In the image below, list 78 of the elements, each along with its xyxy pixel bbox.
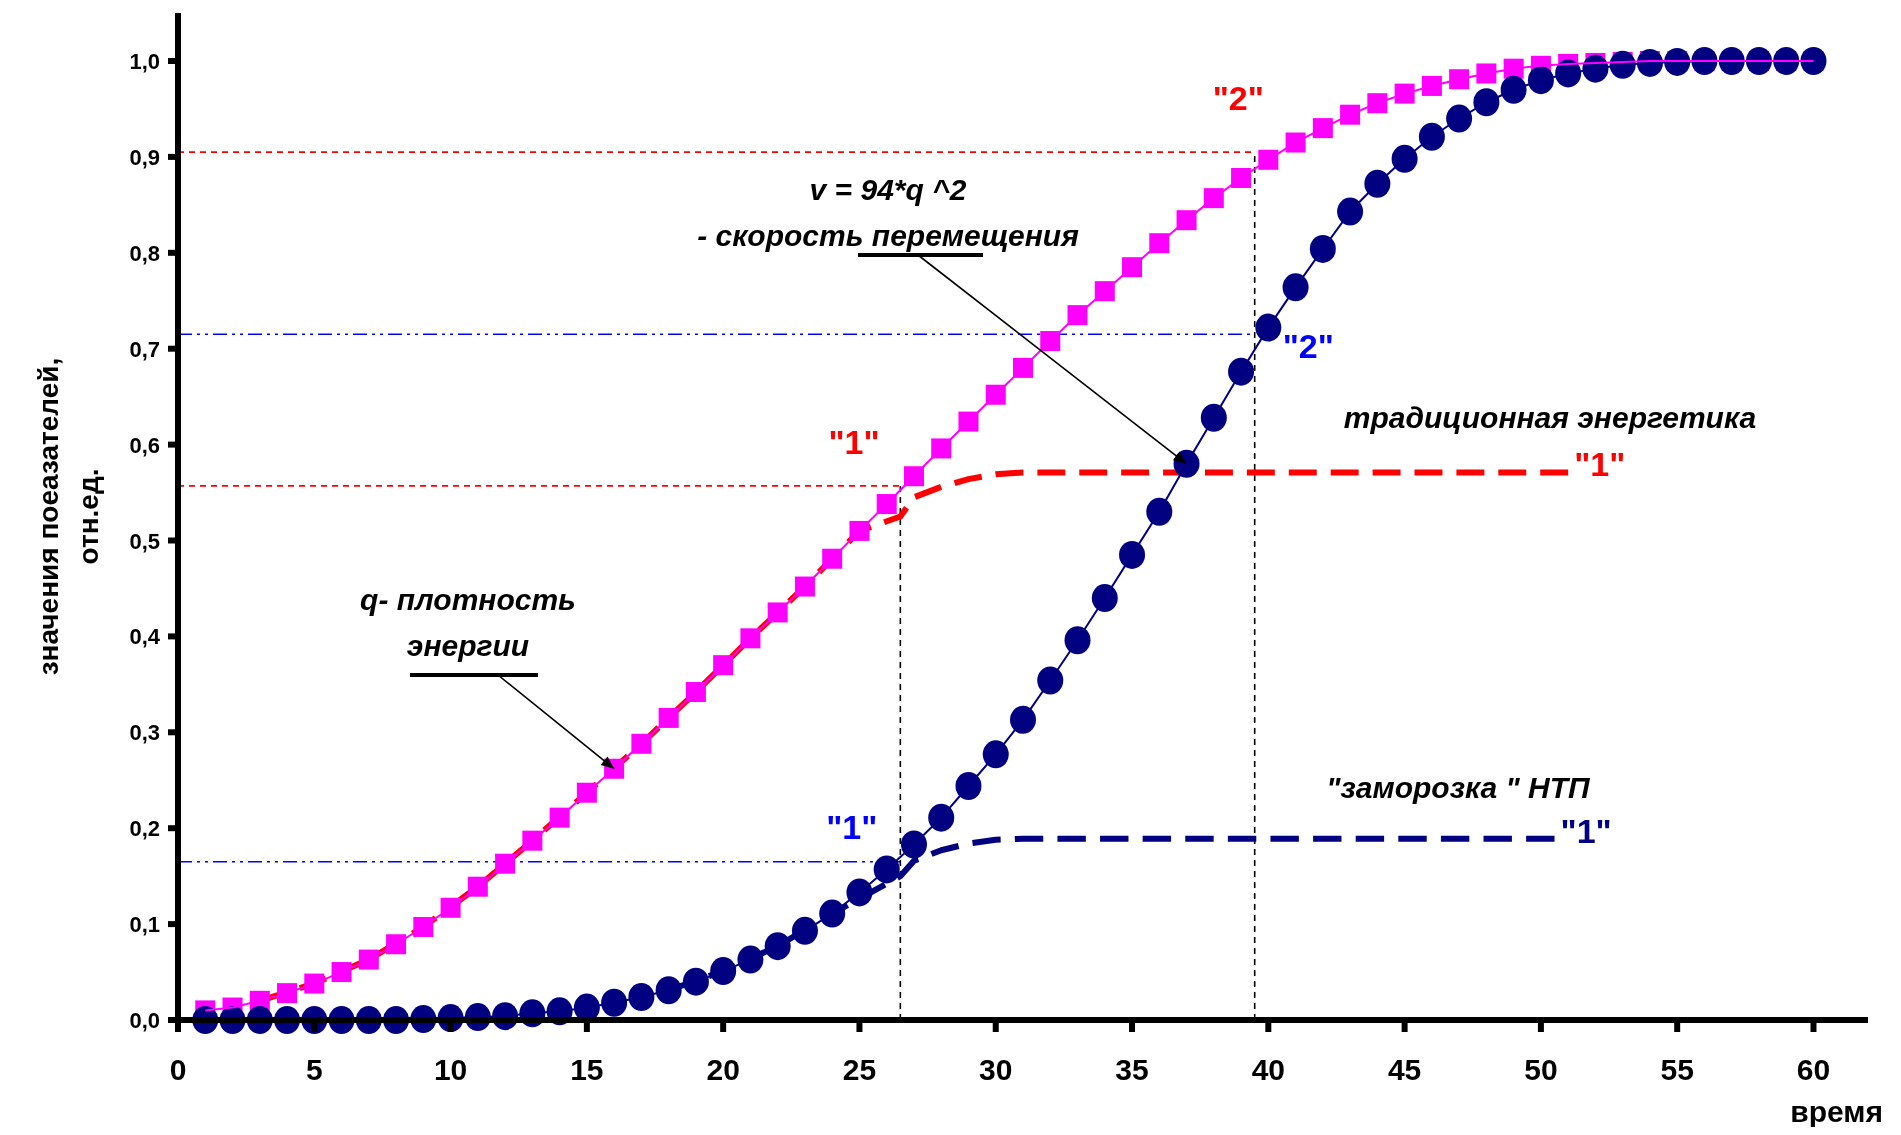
x-tick-label: 35 bbox=[1115, 1053, 1149, 1086]
point bbox=[1146, 497, 1173, 526]
x-tick-label: 55 bbox=[1660, 1053, 1694, 1086]
point bbox=[1228, 357, 1255, 386]
x-tick-label: 45 bbox=[1387, 1053, 1422, 1086]
x-tick-label: 0 bbox=[169, 1053, 187, 1086]
point bbox=[1476, 63, 1497, 84]
annotation: "2" bbox=[1212, 78, 1264, 117]
annotation: q- плотность энергии bbox=[360, 583, 576, 662]
point bbox=[1664, 47, 1691, 76]
point bbox=[1500, 75, 1527, 104]
y-tick-label: 0,1 bbox=[129, 912, 160, 938]
y-tick-label: 0,3 bbox=[129, 720, 160, 746]
point bbox=[1800, 47, 1827, 75]
point bbox=[682, 967, 709, 996]
point bbox=[1718, 47, 1745, 75]
x-tick-label: 25 bbox=[842, 1053, 877, 1086]
x-tick-label: 5 bbox=[305, 1053, 323, 1086]
y-tick-label: 0,0 bbox=[129, 1008, 160, 1033]
y-tick-label: 0,2 bbox=[129, 816, 160, 842]
point bbox=[1091, 584, 1118, 613]
point bbox=[655, 976, 682, 1005]
point bbox=[628, 982, 655, 1011]
x-tick-label: 30 bbox=[979, 1053, 1013, 1086]
annotation: "заморозка " НТП bbox=[1326, 771, 1592, 804]
x-tick-label: 60 bbox=[1796, 1053, 1831, 1086]
point bbox=[764, 932, 791, 961]
annotation: "1" bbox=[826, 808, 878, 847]
point bbox=[928, 803, 955, 832]
point bbox=[982, 740, 1009, 769]
point bbox=[900, 830, 927, 859]
y-tick-label: 0,7 bbox=[129, 336, 160, 362]
point bbox=[1337, 197, 1364, 226]
y-tick-label: 1,0 bbox=[129, 49, 160, 74]
point bbox=[1394, 83, 1415, 104]
point bbox=[1527, 66, 1554, 95]
x-tick-label: 20 bbox=[706, 1053, 740, 1086]
y-tick-label: 0,4 bbox=[129, 624, 161, 650]
point bbox=[1367, 93, 1388, 114]
point bbox=[1200, 403, 1227, 432]
point bbox=[1255, 313, 1282, 342]
point bbox=[1421, 75, 1442, 96]
point bbox=[1745, 47, 1772, 75]
point bbox=[819, 899, 846, 928]
point bbox=[277, 983, 298, 1004]
x-tick-label: 50 bbox=[1524, 1053, 1558, 1086]
point bbox=[1364, 169, 1391, 198]
point bbox=[873, 855, 900, 884]
annotation: "1" bbox=[828, 423, 880, 462]
x-tick-label: 15 bbox=[570, 1053, 604, 1086]
x-tick-label: 10 bbox=[433, 1053, 468, 1086]
point bbox=[955, 772, 982, 800]
annotation: "2" bbox=[1282, 326, 1334, 365]
y-tick-label: 0,9 bbox=[129, 144, 160, 170]
point bbox=[1446, 104, 1473, 133]
point bbox=[1010, 705, 1036, 734]
point bbox=[601, 988, 628, 1017]
point bbox=[1418, 122, 1445, 151]
annotation: v = 94*q ^2 - скорость перемещения bbox=[697, 173, 1080, 252]
point bbox=[1691, 47, 1718, 75]
point bbox=[1473, 88, 1500, 117]
y-tick-label: 0,8 bbox=[129, 240, 160, 266]
point bbox=[1309, 234, 1336, 263]
point bbox=[1119, 540, 1146, 569]
y-tick-label: 0,5 bbox=[129, 528, 160, 554]
point bbox=[710, 957, 737, 986]
point bbox=[1064, 626, 1091, 655]
point bbox=[791, 916, 818, 945]
y-tick-label: 0,6 bbox=[129, 432, 160, 458]
x-tick-label: 40 bbox=[1251, 1053, 1286, 1086]
point bbox=[1773, 47, 1800, 75]
series-label: "1" bbox=[1560, 811, 1612, 850]
point bbox=[1391, 144, 1418, 173]
annotation: традиционная энергетика bbox=[1343, 401, 1757, 434]
point bbox=[1449, 69, 1470, 90]
y-axis-title: значения поеазателей, отн.ед. bbox=[33, 357, 104, 676]
series-label: "1" bbox=[1574, 445, 1626, 484]
point bbox=[1282, 273, 1309, 302]
